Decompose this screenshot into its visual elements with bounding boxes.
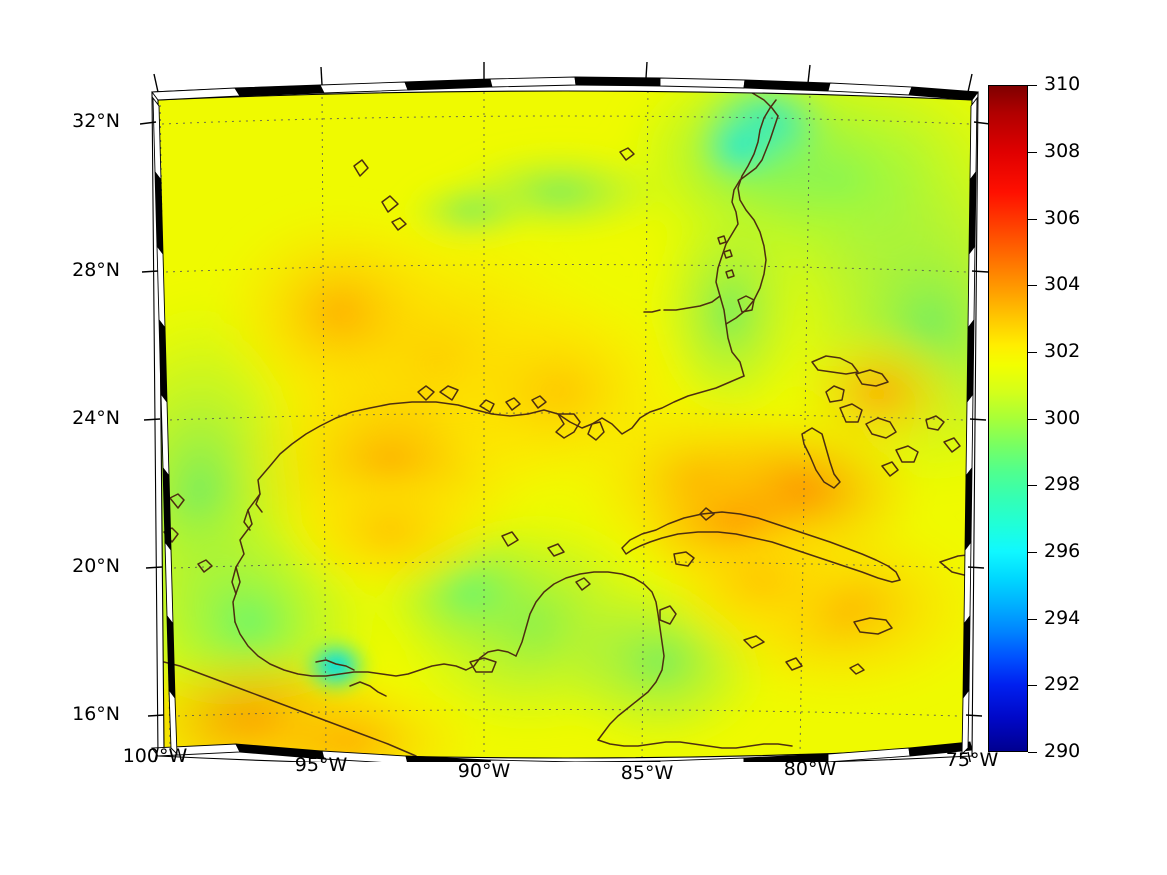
colorbar-gradient (988, 85, 1028, 752)
colorbar-label-304: 304 (1044, 273, 1081, 295)
colorbar-tick-292 (1028, 685, 1037, 686)
colorbar-tick-300 (1028, 419, 1037, 420)
lat-tick-16n: 16°N (72, 703, 120, 725)
colorbar-label-296: 296 (1044, 540, 1081, 562)
lat-tick-28n: 28°N (72, 259, 120, 281)
lon-tick-90w: 90°W (457, 760, 511, 782)
temperature-field (158, 91, 972, 758)
colorbar-tick-304 (1028, 285, 1037, 286)
colorbar-label-292: 292 (1044, 673, 1081, 695)
colorbar-tick-310 (1028, 85, 1037, 86)
colorbar-label-300: 300 (1044, 407, 1081, 429)
colorbar-tick-308 (1028, 152, 1037, 153)
map-frame (140, 62, 990, 762)
colorbar-label-290: 290 (1044, 740, 1081, 762)
lon-tick-85w: 85°W (620, 762, 674, 784)
colorbar-tick-298 (1028, 485, 1037, 486)
lat-tick-20n: 20°N (72, 555, 120, 577)
colorbar-label-298: 298 (1044, 473, 1081, 495)
lat-tick-32n: 32°N (72, 110, 120, 132)
lon-tick-75w: 75°W (945, 749, 999, 771)
colorbar-tick-302 (1028, 352, 1037, 353)
colorbar-label-308: 308 (1044, 140, 1081, 162)
map-svg (140, 62, 990, 762)
colorbar[interactable]: 310 308 306 304 302 300 298 296 294 292 … (988, 75, 1158, 761)
colorbar-tick-296 (1028, 552, 1037, 553)
colorbar-label-294: 294 (1044, 607, 1081, 629)
colorbar-tick-306 (1028, 219, 1037, 220)
coastlines (163, 91, 972, 757)
colorbar-tick-294 (1028, 619, 1037, 620)
lon-tick-100w: 100°W (122, 745, 188, 767)
colorbar-label-306: 306 (1044, 207, 1081, 229)
colorbar-label-310: 310 (1044, 73, 1081, 95)
cold-anomaly-oaxaca (296, 632, 376, 700)
lon-tick-95w: 95°W (294, 754, 348, 776)
colorbar-label-302: 302 (1044, 340, 1081, 362)
map-panel[interactable] (140, 62, 990, 762)
lat-tick-24n: 24°N (72, 407, 120, 429)
lon-tick-80w: 80°W (783, 758, 837, 780)
colorbar-tick-290 (1028, 752, 1037, 753)
